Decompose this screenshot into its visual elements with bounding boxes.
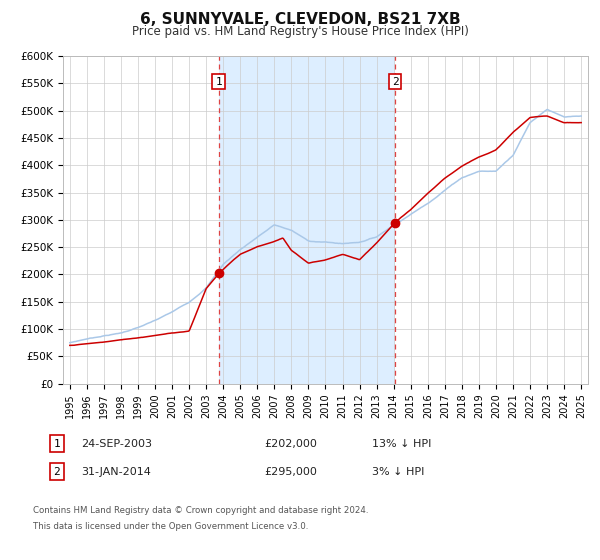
Text: £202,000: £202,000 [264,438,317,449]
Text: 31-JAN-2014: 31-JAN-2014 [81,466,151,477]
Text: 13% ↓ HPI: 13% ↓ HPI [372,438,431,449]
Text: 6, SUNNYVALE, CLEVEDON, BS21 7XB: 6, SUNNYVALE, CLEVEDON, BS21 7XB [140,12,460,27]
Text: 1: 1 [53,438,61,449]
Text: £295,000: £295,000 [264,466,317,477]
Text: 1: 1 [215,77,222,87]
Text: Price paid vs. HM Land Registry's House Price Index (HPI): Price paid vs. HM Land Registry's House … [131,25,469,38]
Text: 2: 2 [392,77,398,87]
Text: 2: 2 [53,466,61,477]
Text: 24-SEP-2003: 24-SEP-2003 [81,438,152,449]
Text: Contains HM Land Registry data © Crown copyright and database right 2024.: Contains HM Land Registry data © Crown c… [33,506,368,515]
Bar [218,56,395,384]
Text: This data is licensed under the Open Government Licence v3.0.: This data is licensed under the Open Gov… [33,522,308,531]
Text: 3% ↓ HPI: 3% ↓ HPI [372,466,424,477]
